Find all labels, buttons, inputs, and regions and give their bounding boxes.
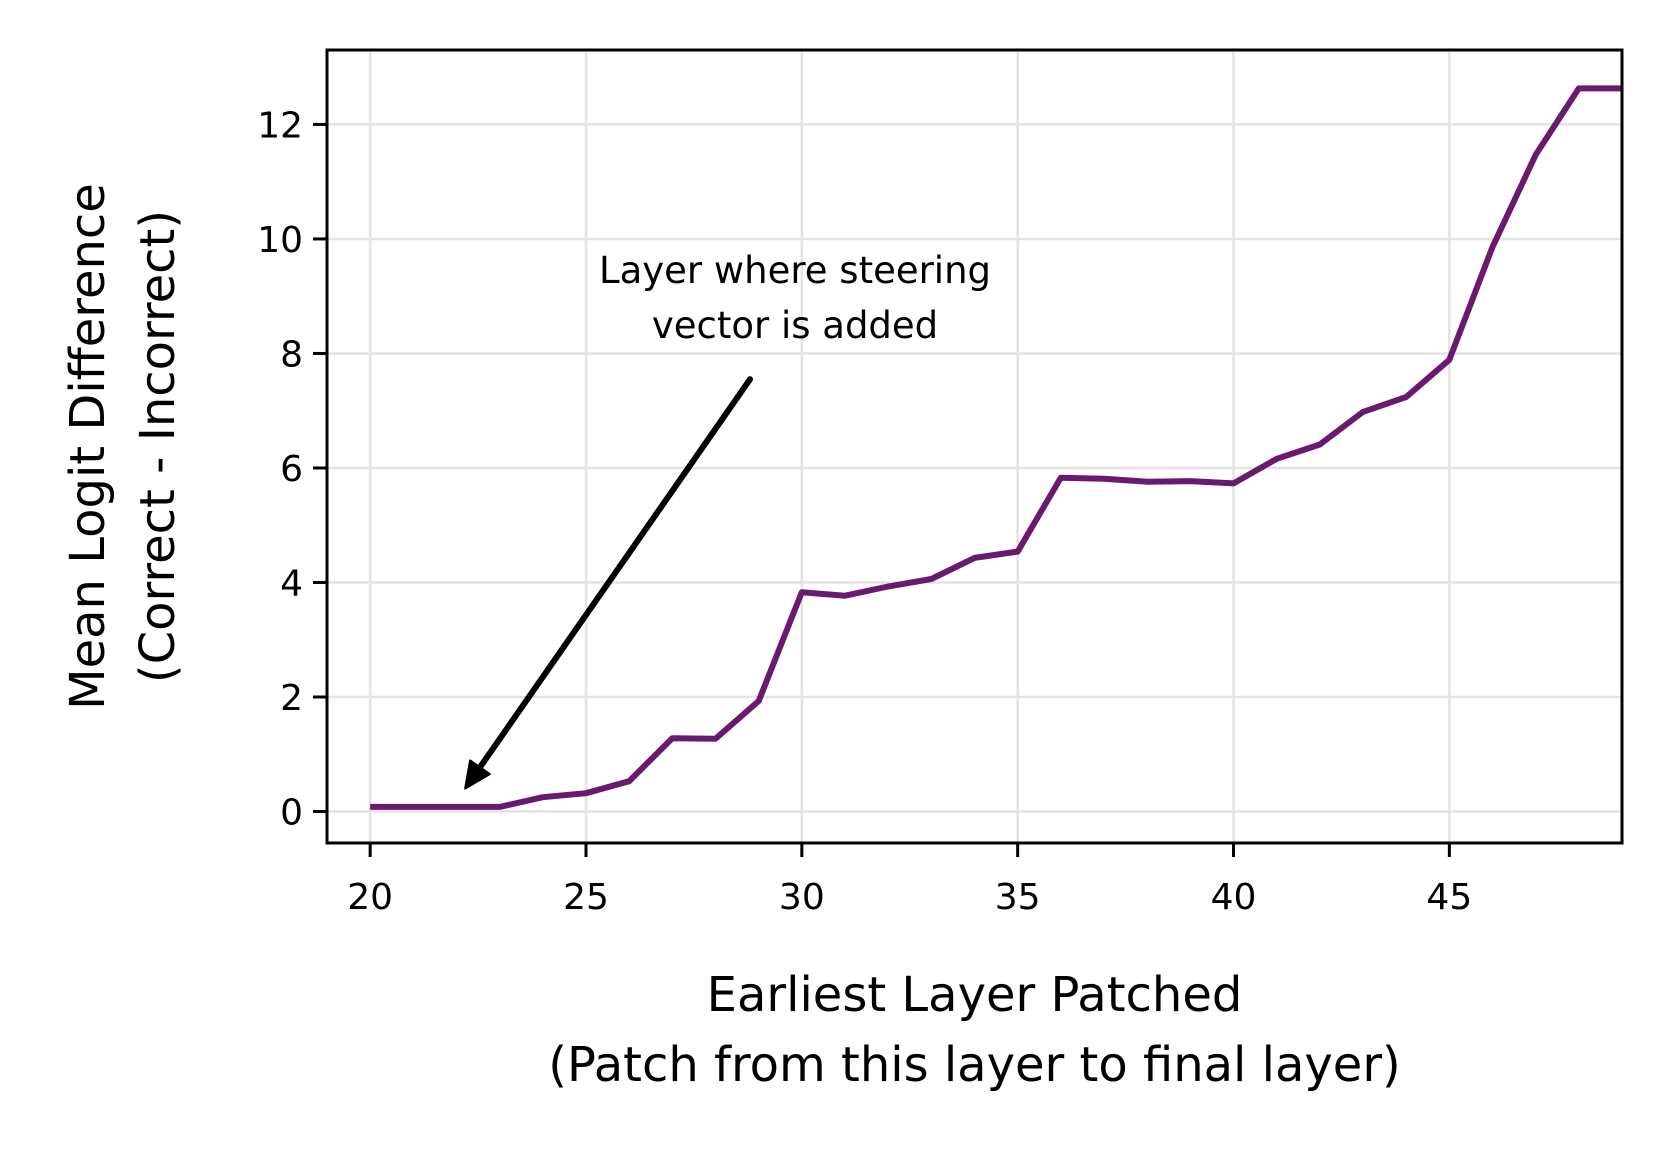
- y-tick-label: 4: [280, 563, 303, 604]
- annotation-text-line: vector is added: [652, 304, 938, 347]
- x-tick-label: 20: [347, 877, 393, 918]
- y-axis-label-line: Mean Logit Difference: [60, 183, 116, 710]
- x-tick-label: 35: [995, 877, 1041, 918]
- x-axis-label: Earliest Layer Patched (Patch from this l…: [548, 967, 1401, 1093]
- x-tick-label: 30: [779, 877, 825, 918]
- annotation-arrow-head: [464, 759, 491, 790]
- y-tick-label: 6: [280, 449, 303, 490]
- x-tick-label: 25: [563, 877, 609, 918]
- data-series: [370, 85, 1623, 810]
- y-tick-label: 8: [280, 334, 303, 375]
- x-tick-label: 40: [1211, 877, 1257, 918]
- plot-frame: [325, 48, 1624, 845]
- x-axis-label-line: Earliest Layer Patched: [707, 967, 1243, 1023]
- y-tick-label: 10: [257, 220, 303, 261]
- annotations: Layer where steering vector is added: [464, 249, 991, 790]
- y-tick-label: 2: [280, 678, 303, 719]
- grid-lines: [327, 50, 1622, 843]
- annotation-arrow-shaft: [476, 376, 754, 771]
- y-tick-label: 12: [257, 105, 303, 146]
- x-tick-label: 45: [1426, 877, 1472, 918]
- x-axis-label-line: (Patch from this layer to final layer): [548, 1037, 1401, 1093]
- series-line: [370, 85, 1622, 810]
- y-axis-ticks: 0 2 4 6 8 10 12: [257, 105, 327, 834]
- y-axis-label: Mean Logit Difference (Correct - Incorrec…: [60, 183, 186, 710]
- annotation-text-line: Layer where steering: [599, 249, 991, 292]
- y-axis-label-line: (Correct - Incorrect): [130, 210, 186, 683]
- x-axis-ticks: 20 25 30 35 40 45: [347, 843, 1472, 918]
- y-tick-label: 0: [280, 793, 303, 834]
